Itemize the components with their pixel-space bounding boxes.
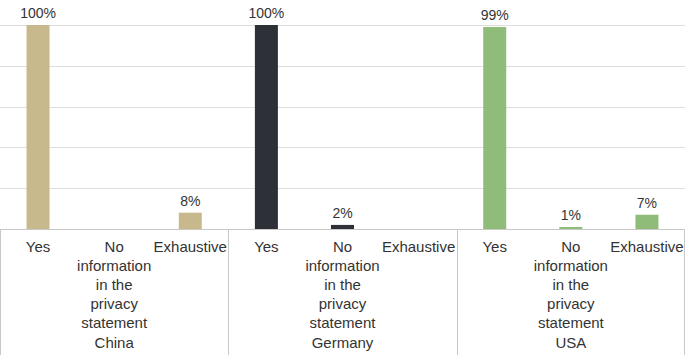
bar <box>179 213 202 229</box>
data-label: 100% <box>20 5 56 21</box>
category-label: Yes <box>457 237 533 256</box>
chart-root: 100%8%100%2%99%1%7% YesNo information in… <box>0 0 685 355</box>
bar <box>27 25 50 229</box>
group-divider <box>228 229 229 355</box>
bar <box>255 25 278 229</box>
bar <box>559 227 582 229</box>
group-label: USA <box>457 333 685 352</box>
grid-line <box>0 25 685 26</box>
data-label: 2% <box>332 205 352 221</box>
category-label: Exhaustive <box>609 237 685 256</box>
grid-line <box>0 107 685 108</box>
category-label: Exhaustive <box>381 237 457 256</box>
group-divider <box>457 229 458 355</box>
grid-line <box>0 147 685 148</box>
grid-line <box>0 229 685 230</box>
category-label: Yes <box>228 237 304 256</box>
group-divider <box>0 229 1 355</box>
group-label: China <box>0 333 228 352</box>
bar <box>635 215 658 229</box>
grid-line <box>0 188 685 189</box>
category-label: Exhaustive <box>152 237 228 256</box>
group-label: Germany <box>228 333 456 352</box>
bars <box>27 25 659 229</box>
category-label: No information in the privacy statement <box>533 237 609 332</box>
grid-line <box>0 66 685 67</box>
category-label: No information in the privacy statement <box>76 237 152 332</box>
data-label: 100% <box>248 5 284 21</box>
data-label: 8% <box>180 193 200 209</box>
category-label: No information in the privacy statement <box>304 237 380 332</box>
data-label: 99% <box>481 7 509 23</box>
data-label: 1% <box>561 207 581 223</box>
data-label: 7% <box>637 195 657 211</box>
group-divider <box>684 229 685 355</box>
bar <box>331 225 354 229</box>
bar <box>483 27 506 229</box>
category-label: Yes <box>0 237 76 256</box>
axis-line <box>0 229 685 230</box>
